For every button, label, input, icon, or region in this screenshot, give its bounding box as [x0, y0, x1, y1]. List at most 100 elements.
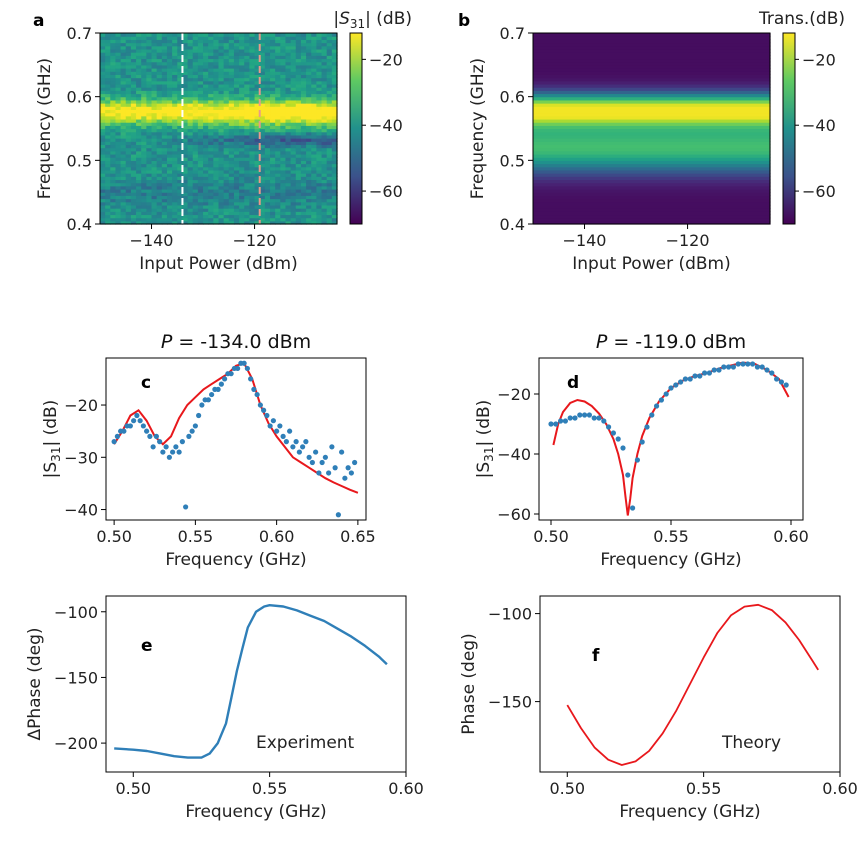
heatmap-cell: [146, 166, 153, 171]
data-point: [280, 433, 286, 439]
heatmap-cell: [295, 188, 302, 193]
heatmap-cell: [311, 173, 317, 177]
heatmap-cell: [105, 163, 111, 168]
heatmap-cell: [177, 45, 184, 50]
heatmap-cell: [177, 48, 184, 53]
heatmap-cell: [156, 153, 163, 158]
heatmap-cell: [295, 201, 302, 206]
plot-frame: [532, 32, 771, 225]
heatmap-cell: [306, 125, 312, 130]
heatmap-cell: [156, 64, 163, 69]
heatmap-cell: [264, 166, 271, 171]
heatmap-cell: [192, 55, 199, 60]
heatmap-cell: [280, 188, 287, 193]
heatmap-cell: [295, 87, 302, 91]
heatmap-cell: [311, 204, 317, 209]
heatmap-cell: [161, 160, 168, 165]
heatmap-cell: [213, 74, 220, 79]
heatmap-cell: [161, 138, 168, 142]
heatmap-cell: [280, 103, 287, 107]
heatmap-cell: [249, 179, 256, 184]
heatmap-cell: [208, 195, 214, 200]
heatmap-cell: [203, 131, 209, 136]
heatmap-cell: [136, 211, 142, 216]
heatmap-cell: [218, 150, 225, 155]
heatmap-cell: [156, 115, 163, 120]
heatmap-cell: [254, 68, 261, 72]
x-tick-label: −140: [563, 231, 607, 250]
heatmap-cell: [290, 217, 297, 222]
heatmap-cell: [270, 83, 276, 88]
heatmap-cell: [156, 125, 163, 130]
heatmap-cell: [156, 176, 163, 181]
heatmap-cell: [187, 74, 194, 79]
heatmap-cell: [300, 42, 307, 47]
heatmap-cell: [172, 125, 178, 130]
data-point: [601, 418, 607, 424]
heatmap-cell: [239, 64, 245, 69]
heatmap-cell: [533, 80, 771, 85]
heatmap-cell: [100, 52, 106, 56]
heatmap-cell: [192, 52, 199, 56]
heatmap-cell: [161, 163, 168, 168]
heatmap-cell: [136, 83, 142, 88]
heatmap-cell: [213, 163, 220, 168]
heatmap-cell: [208, 55, 214, 60]
heatmap-cell: [156, 160, 163, 165]
heatmap-cell: [249, 182, 256, 187]
heatmap-cell: [203, 188, 209, 193]
heatmap-cell: [136, 138, 142, 142]
heatmap-cell: [239, 214, 245, 219]
heatmap-cell: [280, 64, 287, 69]
heatmap-cell: [151, 71, 158, 75]
heatmap-cell: [218, 144, 225, 149]
heatmap-cell: [331, 128, 338, 133]
heatmap-cell: [120, 208, 127, 212]
heatmap-cell: [115, 125, 122, 130]
heatmap-cell: [182, 128, 189, 133]
heatmap-cell: [177, 58, 184, 63]
heatmap-cell: [218, 36, 225, 40]
heatmap-cell: [285, 134, 292, 139]
heatmap-cell: [110, 80, 117, 85]
heatmap-cell: [156, 58, 163, 63]
heatmap-cell: [115, 80, 122, 85]
heatmap-cell: [285, 77, 292, 82]
heatmap-cell: [228, 160, 235, 165]
heatmap-cell: [177, 125, 184, 130]
heatmap-cell: [192, 220, 199, 225]
heatmap-cell: [110, 182, 117, 187]
heatmap-cell: [182, 36, 189, 40]
heatmap-cell: [120, 71, 127, 75]
heatmap-cell: [254, 42, 261, 47]
heatmap-cell: [311, 80, 317, 85]
heatmap-cell: [270, 93, 276, 98]
heatmap-cell: [270, 173, 276, 177]
heatmap-cell: [300, 33, 307, 37]
heatmap-cell: [331, 138, 338, 142]
heatmap-cell: [233, 87, 240, 91]
heatmap-cell: [136, 163, 142, 168]
heatmap-cell: [259, 182, 266, 187]
heatmap-cell: [244, 42, 251, 47]
heatmap-cell: [285, 52, 292, 56]
y-tick-label: −20: [64, 396, 98, 415]
heatmap-cell: [233, 77, 240, 82]
heatmap-cell: [244, 157, 251, 161]
heatmap-cell: [115, 42, 122, 47]
heatmap-cell: [311, 58, 317, 63]
data-point: [778, 379, 785, 385]
heatmap-cell: [151, 112, 158, 117]
heatmap-cell: [100, 71, 106, 75]
heatmap-cell: [208, 169, 214, 174]
heatmap-cell: [208, 157, 214, 161]
heatmap-cell: [197, 128, 204, 133]
plot-title: P = -134.0 dBm: [161, 331, 311, 353]
plot-frame: [99, 32, 338, 225]
heatmap-cell: [233, 122, 240, 126]
heatmap-cell: [130, 188, 137, 193]
heatmap-cell: [192, 68, 199, 72]
heatmap-cell: [239, 99, 245, 104]
heatmap-cell: [100, 160, 106, 165]
